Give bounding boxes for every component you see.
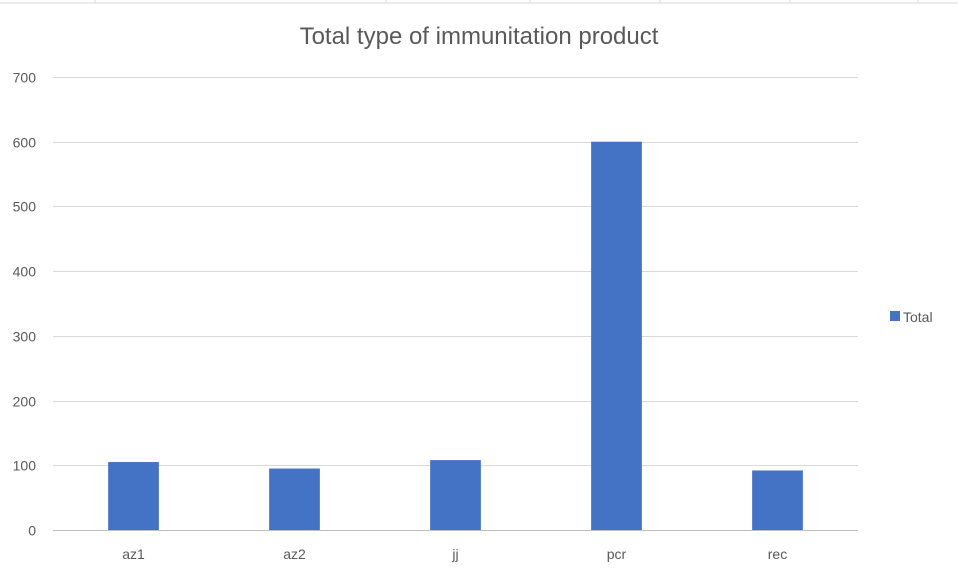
bars — [108, 141, 803, 530]
bar-jj — [430, 460, 481, 530]
y-tick-label: 400 — [13, 264, 37, 280]
bar-az2 — [269, 468, 320, 530]
y-tick-label: 100 — [13, 458, 37, 474]
legend-label-total: Total — [903, 309, 933, 325]
y-axis-tick-labels: 0 100 200 300 400 500 600 700 — [13, 70, 37, 539]
y-tick-label: 600 — [13, 135, 37, 151]
y-tick-label: 200 — [13, 394, 37, 410]
y-tick-label: 300 — [13, 329, 37, 345]
x-tick-label-pcr: pcr — [607, 546, 627, 562]
sheet-top-edge — [0, 0, 958, 4]
chart-title: Total type of immunitation product — [300, 23, 659, 50]
x-axis-tick-labels: az1 az2 jj pcr rec — [122, 546, 787, 562]
bar-pcr — [591, 141, 642, 530]
x-tick-label-rec: rec — [768, 546, 787, 562]
x-tick-label-az2: az2 — [283, 546, 306, 562]
bar-rec — [752, 470, 803, 530]
bar-az1 — [108, 462, 159, 530]
x-tick-label-jj: jj — [451, 546, 458, 562]
y-tick-label: 700 — [13, 70, 37, 86]
x-tick-label-az1: az1 — [122, 546, 145, 562]
legend: Total — [890, 309, 933, 325]
y-tick-label: 500 — [13, 199, 37, 215]
y-tick-label: 0 — [28, 523, 36, 539]
legend-swatch — [890, 311, 900, 321]
